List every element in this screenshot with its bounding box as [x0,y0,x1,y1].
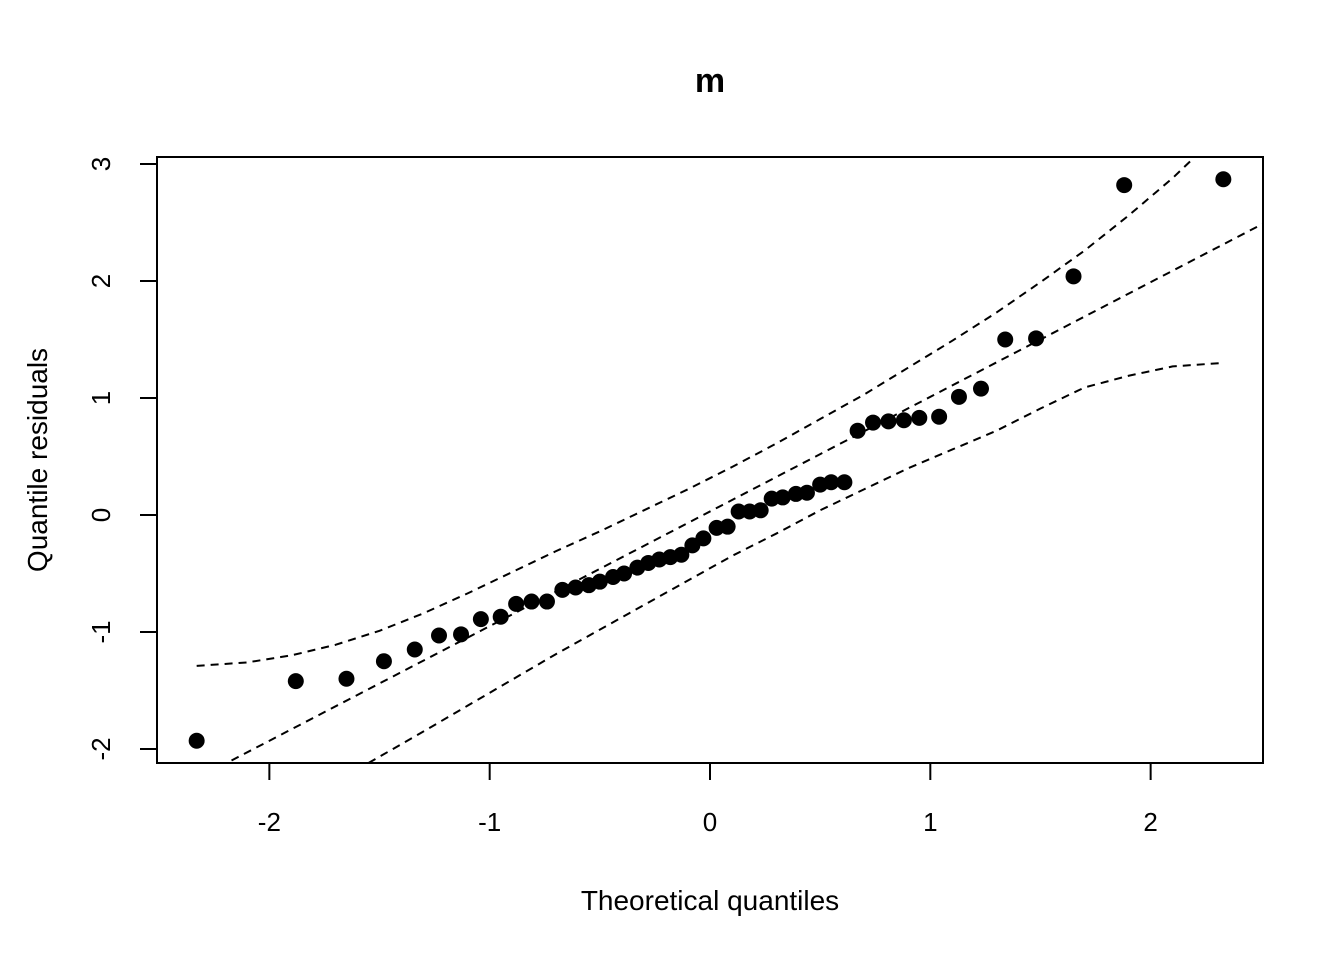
x-tick-label: 2 [1143,807,1157,837]
x-tick-label: 0 [703,807,717,837]
y-tick-label: 2 [86,274,116,288]
data-point [774,489,791,506]
plot-area [156,156,1264,764]
data-point [338,670,355,687]
data-point [895,412,912,429]
data-point [865,414,882,431]
data-point [431,627,448,644]
data-point [453,626,470,643]
data-point [1065,268,1082,285]
data-point [472,611,489,628]
data-point [616,565,633,582]
y-tick-label: -2 [86,737,116,760]
data-point [1215,171,1232,188]
data-point [673,546,690,563]
data-point [375,653,392,670]
data-point [287,673,304,690]
data-point [798,484,815,501]
data-point [911,409,928,426]
data-point [591,573,608,590]
chart-title: m [695,62,725,100]
data-point [554,581,571,598]
data-point [567,579,584,596]
data-point [523,593,540,610]
data-point [950,388,967,405]
data-point [1116,177,1133,194]
x-tick-label: -2 [258,807,281,837]
x-tick-label: 1 [923,807,937,837]
data-point [1028,330,1045,347]
data-point [188,732,205,749]
confidence-band-lower [368,361,1224,763]
x-tick-label: -1 [478,807,501,837]
x-axis-title: Theoretical quantiles [581,885,839,916]
data-point [931,408,948,425]
plot-frame [156,156,1264,764]
data-point [492,608,509,625]
y-tick-label: -1 [86,620,116,643]
data-point [508,595,525,612]
reference-lines [196,157,1263,763]
data-point [719,518,736,535]
data-points [188,171,1232,749]
data-point [752,502,769,519]
reference-line [224,222,1263,763]
confidence-band-upper [196,157,1196,667]
data-point [695,530,712,547]
data-point [849,422,866,439]
x-axis: -2 -1 0 1 2 [258,763,1158,837]
data-point [730,503,747,520]
y-tick-label: 0 [86,508,116,522]
data-point [406,641,423,658]
data-point [538,593,555,610]
y-tick-label: 1 [86,391,116,405]
data-point [972,380,989,397]
data-point [997,331,1014,348]
y-axis: -2 -1 0 1 2 3 [86,157,157,761]
y-axis-title: Quantile residuals [22,348,53,572]
data-point [823,474,840,491]
y-tick-label: 3 [86,157,116,171]
data-point [836,474,853,491]
data-point [880,413,897,430]
